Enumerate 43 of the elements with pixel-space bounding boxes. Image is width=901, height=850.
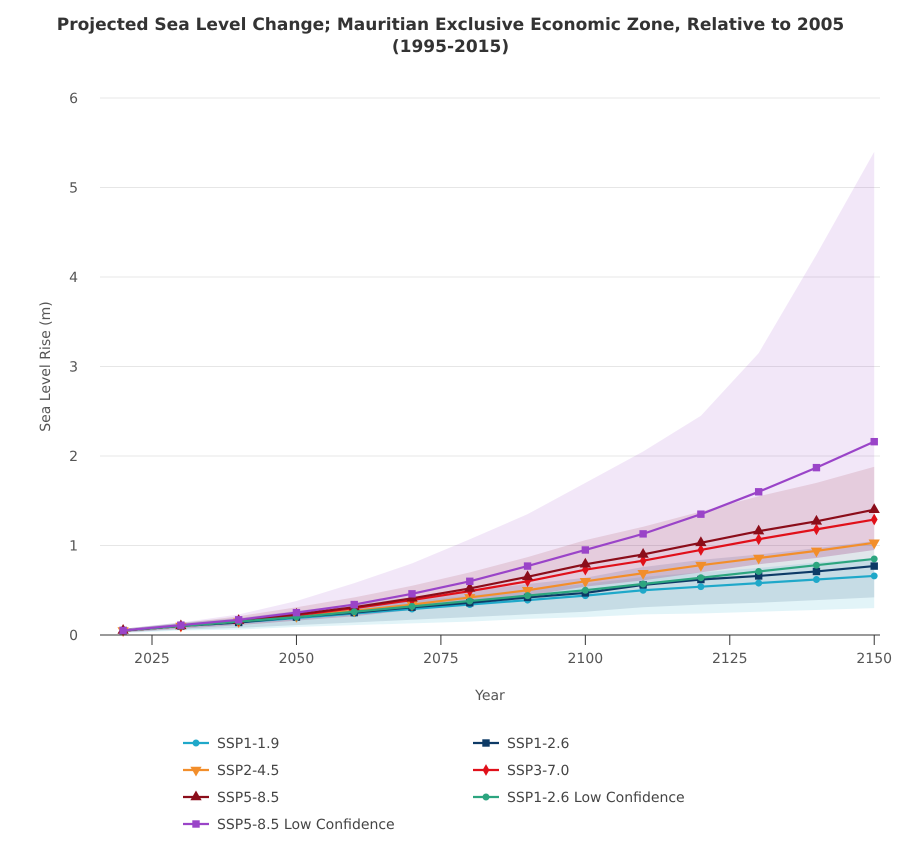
point [812, 562, 820, 569]
x-tick-label: 2075 [423, 651, 459, 667]
point [812, 576, 820, 583]
point [697, 510, 705, 518]
point [755, 568, 762, 575]
y-tick-label: 4 [69, 270, 78, 286]
point [812, 568, 820, 576]
point [408, 590, 416, 598]
point [466, 578, 474, 586]
y-tick-label: 3 [69, 359, 78, 376]
x-tick-label: 2150 [856, 651, 892, 667]
legend-label: SSP5-8.5 Low Confidence [217, 816, 395, 833]
y-tick-label: 1 [69, 538, 78, 554]
x-tick-label: 2125 [712, 651, 748, 667]
x-tick-label: 2050 [278, 651, 314, 667]
point [870, 572, 878, 580]
y-axis-title: Sea Level Rise (m) [38, 301, 54, 432]
point [870, 438, 878, 446]
legend-label: SSP5-8.5 [217, 790, 280, 806]
x-axis-title: Year [474, 688, 506, 704]
legend-label: SSP1-1.9 [217, 736, 280, 752]
y-tick-label: 2 [69, 448, 78, 465]
y-tick-label: 0 [69, 628, 78, 644]
point [639, 530, 647, 538]
legend-label: SSP3-7.0 [507, 762, 570, 779]
y-tick-label: 6 [69, 90, 78, 107]
point [755, 580, 762, 587]
chart-title: Projected Sea Level Change; Mauritian Exclusive Economic Zone, Relative to 2005 (1995-2015) [56, 15, 844, 57]
point [812, 464, 820, 472]
point [524, 562, 532, 570]
point [582, 546, 590, 554]
point [637, 570, 649, 580]
point [870, 555, 878, 562]
point [754, 488, 762, 496]
point [582, 586, 589, 594]
legend-label: SSP2-4.5 [217, 762, 280, 779]
x-tick-label: 2025 [134, 651, 170, 667]
y-tick-label: 5 [69, 180, 78, 196]
legend-label: SSP1-2.6 [507, 736, 570, 752]
x-tick-label: 2100 [568, 651, 604, 667]
point [697, 583, 704, 590]
legend-label: SSP1-2.6 Low Confidence [507, 790, 685, 806]
point [870, 562, 878, 570]
